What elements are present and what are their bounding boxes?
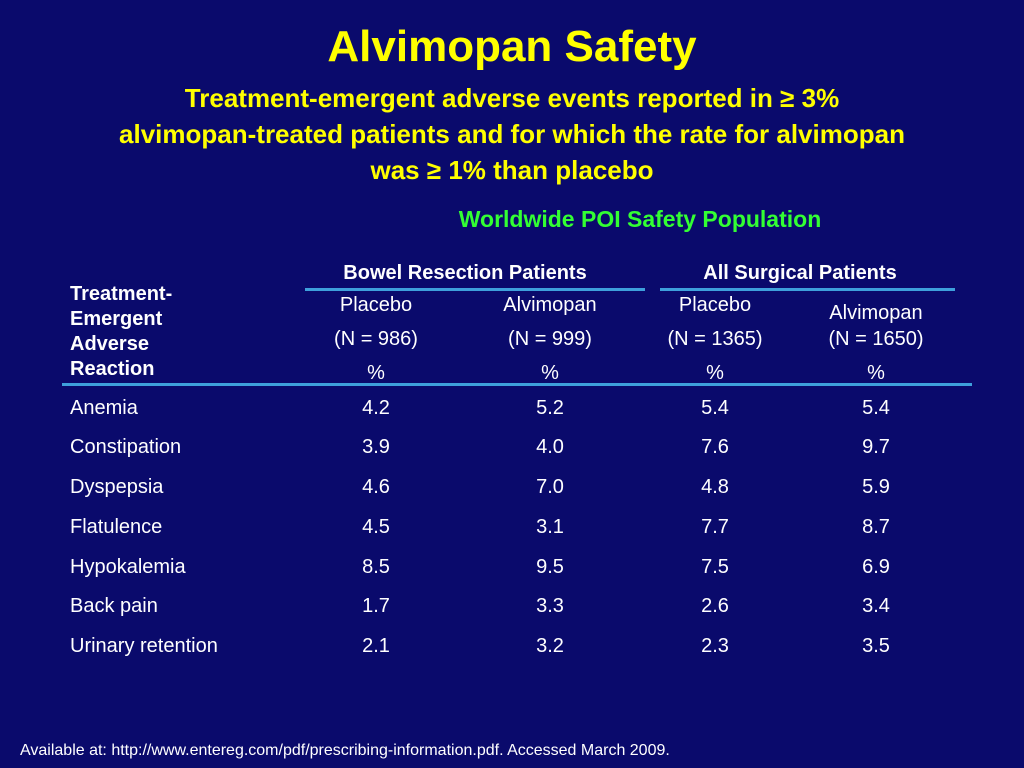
column-header-n: (N = 986) (334, 328, 418, 350)
value-cell: 5.9 (862, 476, 890, 498)
reaction-label: Constipation (70, 436, 182, 458)
value-cell: 3.3 (536, 595, 564, 617)
value-cell: 7.7 (701, 516, 729, 538)
column-header-unit: % (706, 362, 724, 384)
value-cell: 2.3 (701, 635, 729, 657)
row-header-line: Reaction (70, 358, 155, 380)
reaction-label: Dyspepsia (70, 476, 164, 498)
subtitle-line: alvimopan-treated patients and for which… (119, 119, 905, 149)
slide-title: Alvimopan Safety (327, 22, 697, 71)
value-cell: 4.6 (362, 476, 390, 498)
row-header-line: Treatment- (70, 283, 173, 305)
header-rule (62, 383, 972, 386)
row-header-line: Adverse (70, 333, 149, 355)
column-header-n: (N = 1650) (828, 328, 924, 350)
value-cell: 4.5 (362, 516, 390, 538)
value-cell: 1.7 (362, 595, 390, 617)
value-cell: 7.5 (701, 556, 729, 578)
column-header-unit: % (867, 362, 885, 384)
value-cell: 6.9 (862, 556, 890, 578)
group-label-all-surgical: All Surgical Patients (703, 262, 897, 284)
value-cell: 4.0 (536, 436, 564, 458)
slide-subtitle: Treatment-emergent adverse events report… (12, 80, 1012, 188)
value-cell: 8.7 (862, 516, 890, 538)
value-cell: 9.7 (862, 436, 890, 458)
value-cell: 3.1 (536, 516, 564, 538)
value-cell: 5.4 (862, 397, 890, 419)
value-cell: 3.2 (536, 635, 564, 657)
reaction-label: Hypokalemia (70, 556, 186, 578)
value-cell: 7.6 (701, 436, 729, 458)
value-cell: 7.0 (536, 476, 564, 498)
population-label: Worldwide POI Safety Population (458, 206, 822, 232)
column-header-n: (N = 999) (508, 328, 592, 350)
subtitle-line: Treatment-emergent adverse events report… (184, 83, 840, 113)
value-cell: 8.5 (362, 556, 390, 578)
column-header-unit: % (367, 362, 385, 384)
column-header-unit: % (541, 362, 559, 384)
value-cell: 3.9 (362, 436, 390, 458)
column-header-arm: Alvimopan (829, 302, 923, 324)
column-header-arm: Alvimopan (503, 294, 597, 316)
value-cell: 2.6 (701, 595, 729, 617)
reaction-label: Flatulence (70, 516, 163, 538)
value-cell: 4.2 (362, 397, 390, 419)
value-cell: 4.8 (701, 476, 729, 498)
reaction-label: Anemia (70, 397, 138, 419)
value-cell: 5.4 (701, 397, 729, 419)
value-cell: 5.2 (536, 397, 564, 419)
column-header-arm: Placebo (678, 294, 752, 316)
value-cell: 9.5 (536, 556, 564, 578)
value-cell: 2.1 (362, 635, 390, 657)
group-label-bowel-resection: Bowel Resection Patients (343, 262, 587, 284)
group-rule-all-surgical (660, 288, 955, 291)
subtitle-line: was ≥ 1% than placebo (370, 155, 654, 185)
reaction-label: Urinary retention (70, 635, 218, 657)
group-rule-bowel-resection (305, 288, 645, 291)
column-header-arm: Placebo (339, 294, 413, 316)
reaction-label: Back pain (70, 595, 158, 617)
value-cell: 3.4 (862, 595, 890, 617)
row-header: Treatment- Emergent Adverse Reaction (70, 282, 172, 382)
source-footnote: Available at: http://www.entereg.com/pdf… (20, 742, 670, 759)
value-cell: 3.5 (862, 635, 890, 657)
row-header-line: Emergent (70, 308, 163, 330)
column-header-n: (N = 1365) (667, 328, 763, 350)
